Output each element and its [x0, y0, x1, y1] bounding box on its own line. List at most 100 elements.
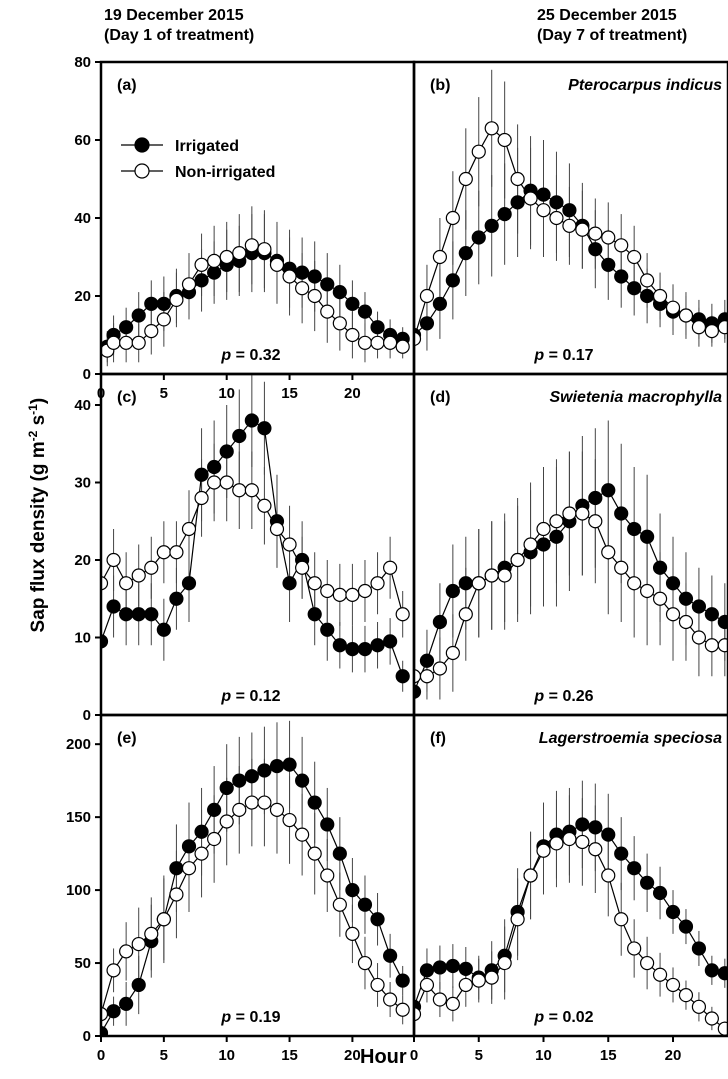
data-point	[432, 296, 448, 311]
data-point	[414, 684, 422, 699]
data-point	[575, 222, 590, 237]
data-point	[588, 820, 603, 835]
data-point	[269, 802, 285, 817]
panel-letter: (a)	[117, 77, 137, 94]
data-point	[419, 977, 435, 993]
data-point	[458, 607, 473, 622]
left-header-day: (Day 1 of treatment)	[104, 27, 255, 44]
y-tick-label: 40	[74, 210, 91, 227]
data-point	[575, 834, 590, 850]
x-tick-label: 10	[535, 1047, 552, 1064]
data-point	[471, 973, 486, 988]
data-point	[497, 955, 512, 971]
data-point	[471, 576, 486, 591]
data-point	[295, 281, 310, 296]
data-point	[169, 887, 184, 902]
data-point	[232, 246, 247, 261]
data-point	[332, 846, 347, 861]
p-value-text: = 0.17	[544, 347, 593, 364]
data-point	[383, 992, 398, 1007]
x-tick-label: 10	[218, 1047, 235, 1064]
data-point	[549, 195, 564, 210]
data-point	[156, 912, 171, 927]
panel-letter: (f)	[430, 730, 446, 747]
data-point	[345, 327, 360, 343]
data-point	[523, 191, 538, 206]
data-point	[169, 861, 184, 876]
data-point	[207, 475, 222, 490]
p-value-label: p = 0.02	[533, 1009, 593, 1026]
data-point	[445, 210, 460, 226]
data-point	[614, 506, 629, 521]
data-point	[357, 955, 373, 971]
data-point	[156, 622, 171, 637]
p-value-label: p = 0.26	[533, 688, 593, 705]
data-point	[627, 249, 642, 265]
data-point	[144, 926, 159, 941]
data-point	[419, 669, 435, 684]
data-point	[244, 238, 259, 253]
panel-plot-1	[101, 206, 410, 367]
p-value-label: p = 0.19	[220, 1009, 280, 1026]
panel-letter: (b)	[430, 77, 450, 94]
data-point	[131, 568, 146, 583]
data-point	[131, 607, 146, 622]
data-point	[395, 1002, 410, 1017]
data-point	[119, 576, 134, 591]
data-point	[244, 413, 259, 428]
data-point	[207, 831, 222, 847]
data-point	[106, 1004, 121, 1019]
data-point	[704, 1011, 719, 1026]
data-point	[419, 316, 435, 331]
data-point	[601, 868, 616, 883]
panel-frame	[412, 372, 728, 717]
legend-label: Irrigated	[175, 138, 239, 155]
data-point	[536, 203, 551, 218]
data-point	[549, 836, 564, 851]
data-point	[458, 171, 473, 187]
data-point	[257, 421, 272, 436]
data-point	[169, 591, 184, 606]
data-point	[131, 335, 146, 350]
data-point	[704, 324, 719, 339]
data-point	[414, 1007, 422, 1022]
data-point	[678, 919, 694, 934]
panel-plot-6	[414, 780, 728, 1036]
markers-non-irrigated	[101, 238, 410, 358]
data-point	[332, 587, 347, 602]
data-point	[395, 973, 410, 988]
data-point	[219, 780, 234, 796]
left-header-date: 19 December 2015	[104, 7, 244, 24]
data-point	[181, 839, 197, 854]
data-point	[320, 622, 335, 637]
data-point	[181, 521, 197, 537]
data-point	[232, 428, 247, 444]
data-point	[717, 614, 728, 630]
data-point	[497, 132, 512, 148]
markers-irrigated	[414, 817, 728, 1014]
data-point	[295, 560, 310, 575]
data-point	[678, 308, 694, 323]
data-point	[244, 795, 259, 810]
data-point	[510, 171, 525, 187]
data-point	[717, 966, 728, 981]
markers-non-irrigated	[414, 506, 728, 684]
data-point	[704, 607, 719, 622]
data-point	[219, 444, 234, 459]
data-point	[717, 638, 728, 653]
data-point	[484, 970, 499, 985]
data-point	[106, 552, 121, 568]
data-point	[320, 868, 335, 883]
data-point	[370, 638, 385, 653]
data-point	[704, 963, 719, 978]
data-point	[383, 560, 398, 575]
data-point	[665, 977, 681, 993]
data-point	[395, 669, 410, 684]
data-point	[549, 529, 564, 544]
markers-non-irrigated	[414, 121, 728, 346]
data-point	[345, 296, 360, 311]
data-point	[207, 253, 222, 268]
data-point	[419, 963, 435, 978]
data-point	[678, 591, 694, 606]
